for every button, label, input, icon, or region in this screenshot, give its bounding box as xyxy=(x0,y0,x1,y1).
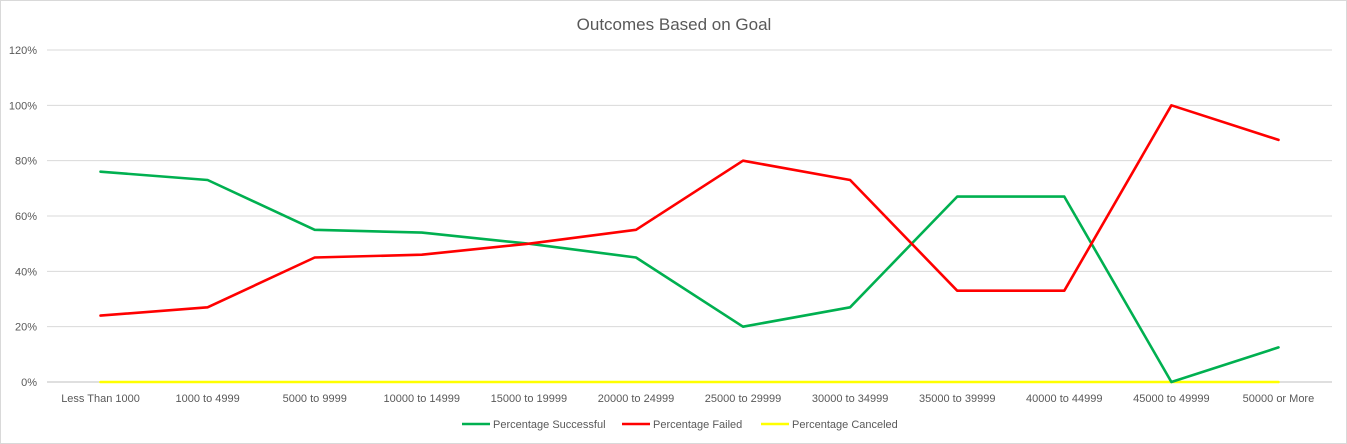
y-tick-label: 80% xyxy=(15,156,37,168)
legend-label: Percentage Canceled xyxy=(792,419,898,431)
x-tick-label: 5000 to 9999 xyxy=(283,393,347,405)
series-lines xyxy=(99,104,1280,384)
x-tick-label: 1000 to 4999 xyxy=(176,393,240,405)
x-tick-label: 20000 to 24999 xyxy=(598,393,674,405)
x-tick-label: Less Than 1000 xyxy=(61,393,140,405)
x-tick-label: 50000 or More xyxy=(1243,393,1315,405)
x-tick-label: 25000 to 29999 xyxy=(705,393,781,405)
x-tick-label: 15000 to 19999 xyxy=(491,393,567,405)
y-tick-label: 20% xyxy=(15,322,37,334)
x-tick-label: 10000 to 14999 xyxy=(384,393,460,405)
y-tick-label: 100% xyxy=(9,100,37,112)
x-tick-label: 35000 to 39999 xyxy=(919,393,995,405)
series-line-percentage-failed xyxy=(99,104,1280,317)
y-tick-label: 40% xyxy=(15,266,37,278)
series-line-percentage-successful xyxy=(99,170,1280,384)
y-tick-label: 0% xyxy=(21,377,37,389)
x-tick-label: 45000 to 49999 xyxy=(1133,393,1209,405)
y-axis-ticks: 0% 20% 40% 60% 80% 100% 120% xyxy=(9,45,37,389)
y-tick-label: 120% xyxy=(9,45,37,57)
legend-label: Percentage Failed xyxy=(653,419,742,431)
legend: Percentage Successful Percentage Failed Pe… xyxy=(462,419,898,431)
x-axis-ticks: Less Than 1000 1000 to 4999 5000 to 9999 10… xyxy=(61,393,1314,405)
y-tick-label: 60% xyxy=(15,211,37,223)
legend-label: Percentage Successful xyxy=(493,419,606,431)
x-tick-label: 30000 to 34999 xyxy=(812,393,888,405)
x-tick-label: 40000 to 44999 xyxy=(1026,393,1102,405)
chart-title: Outcomes Based on Goal xyxy=(577,15,772,34)
gridlines xyxy=(47,49,1332,383)
